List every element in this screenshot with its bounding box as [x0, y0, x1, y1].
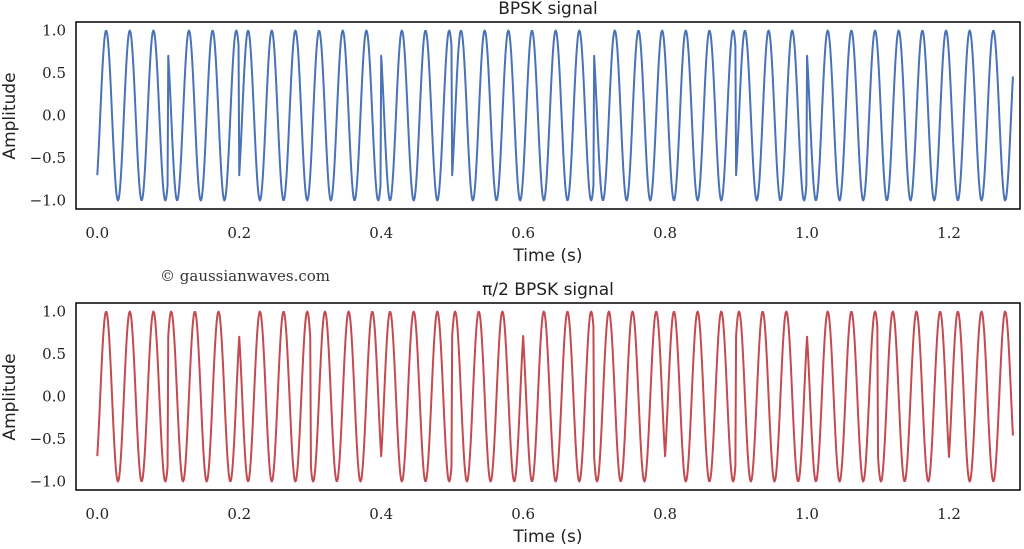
x-tick-label: 0.0 [85, 505, 109, 523]
y-tick-label: 0.0 [42, 388, 66, 406]
signal-line-group [96, 310, 1014, 483]
x-tick-label: 0.6 [511, 505, 535, 523]
y-tick-label: 0.5 [42, 345, 66, 363]
chart-title: π/2 BPSK signal [482, 280, 614, 300]
y-tick-label: 1.0 [42, 22, 66, 40]
x-tick-label: 0.8 [653, 505, 677, 523]
x-tick-label: 1.0 [795, 505, 819, 523]
x-tick-label: 1.0 [795, 224, 819, 242]
y-axis-label: Amplitude [0, 353, 20, 440]
tick-labels: 0.0 0.2 0.4 0.6 0.8 1.0 1.2 1.0 0.5 0.0 −0.5 −1.0 [30, 22, 961, 243]
y-tick-label: −1.0 [30, 192, 66, 210]
chart-panel-bpsk: BPSK signal Amplitude Time (s) 0.0 0.2 0.4… [0, 0, 1021, 266]
x-axis-label: Time (s) [512, 527, 582, 547]
x-tick-label: 0.0 [85, 224, 109, 242]
x-tick-label: 0.4 [369, 224, 393, 242]
plot-frame [75, 302, 1021, 491]
x-axis-label: Time (s) [512, 246, 582, 266]
x-tick-label: 0.4 [369, 505, 393, 523]
x-tick-label: 0.8 [653, 224, 677, 242]
chart-panel-pi2-bpsk: π/2 BPSK signal Amplitude Time (s) 0.0 0.… [0, 280, 1021, 547]
y-tick-label: 0.5 [42, 64, 66, 82]
watermark-text: © gaussianwaves.com [160, 267, 330, 285]
y-tick-label: 1.0 [42, 303, 66, 321]
x-tick-label: 1.2 [937, 224, 961, 242]
plot-frame [75, 21, 1021, 210]
signal-series-line [96, 29, 1014, 202]
y-tick-label: −1.0 [30, 473, 66, 491]
x-tick-label: 0.2 [227, 224, 251, 242]
tick-labels: 0.0 0.2 0.4 0.6 0.8 1.0 1.2 1.0 0.5 0.0 −0.5 −1.0 [30, 303, 961, 524]
y-tick-label: −0.5 [30, 430, 66, 448]
x-tick-label: 0.2 [227, 505, 251, 523]
y-tick-label: −0.5 [30, 149, 66, 167]
y-axis-label: Amplitude [0, 72, 20, 159]
chart-title: BPSK signal [498, 0, 598, 19]
y-tick-label: 0.0 [42, 107, 66, 125]
x-tick-label: 0.6 [511, 224, 535, 242]
signal-series-line [96, 310, 1014, 483]
signal-line-group [96, 29, 1014, 202]
x-tick-label: 1.2 [937, 505, 961, 523]
